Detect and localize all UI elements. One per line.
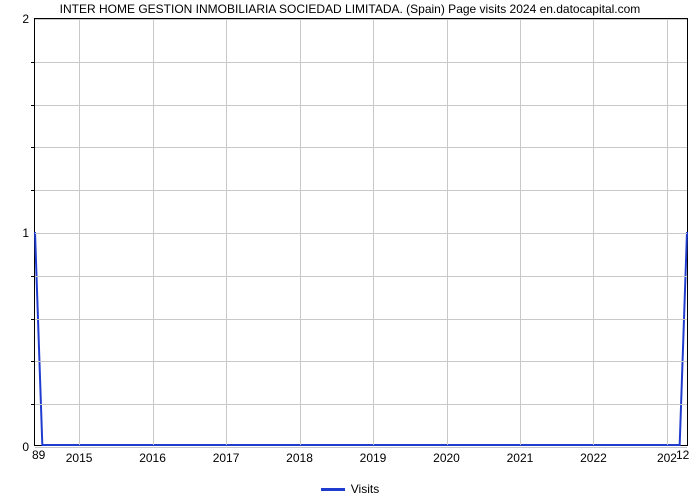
gridline-horizontal [35, 319, 687, 320]
xtick-label: 202 [657, 451, 677, 465]
xtick-label: 2022 [580, 451, 607, 465]
ytick-minor [31, 147, 35, 148]
gridline-horizontal [35, 105, 687, 106]
xtick-label: 2021 [507, 451, 534, 465]
xtick-label: 2019 [360, 451, 387, 465]
ytick-minor [31, 62, 35, 63]
gridline-horizontal [35, 447, 687, 448]
corner-label-bottom-left: 89 [32, 448, 45, 462]
xtick-label: 2018 [286, 451, 313, 465]
legend-swatch-visits [321, 488, 345, 491]
ytick-minor [31, 361, 35, 362]
ytick-label: 2 [22, 12, 29, 26]
ytick-label: 1 [22, 226, 29, 240]
gridline-vertical [79, 19, 80, 445]
xtick-label: 2020 [433, 451, 460, 465]
gridline-horizontal [35, 404, 687, 405]
ytick-minor [31, 105, 35, 106]
gridline-horizontal [35, 62, 687, 63]
plot-area: 01220152016201720182019202020212022202 [34, 18, 688, 446]
gridline-vertical [226, 19, 227, 445]
gridline-horizontal [35, 19, 687, 20]
gridline-vertical [520, 19, 521, 445]
gridline-horizontal [35, 190, 687, 191]
ytick-minor [31, 276, 35, 277]
xtick-label: 2016 [139, 451, 166, 465]
gridline-vertical [667, 19, 668, 445]
gridline-vertical [593, 19, 594, 445]
xtick-label: 2015 [66, 451, 93, 465]
gridline-horizontal [35, 276, 687, 277]
chart-title: INTER HOME GESTION INMOBILIARIA SOCIEDAD… [0, 2, 700, 16]
gridline-vertical [300, 19, 301, 445]
gridline-vertical [153, 19, 154, 445]
ytick-minor [31, 319, 35, 320]
gridline-horizontal [35, 147, 687, 148]
xtick-label: 2017 [213, 451, 240, 465]
gridline-horizontal [35, 233, 687, 234]
visits-line [35, 19, 687, 445]
ytick-minor [31, 404, 35, 405]
gridline-vertical [373, 19, 374, 445]
legend-label-visits: Visits [351, 482, 379, 496]
ytick-minor [31, 190, 35, 191]
gridline-vertical [447, 19, 448, 445]
corner-label-bottom-right: 12 [676, 448, 689, 462]
gridline-horizontal [35, 361, 687, 362]
legend: Visits [0, 482, 700, 496]
ytick-label: 0 [22, 440, 29, 454]
